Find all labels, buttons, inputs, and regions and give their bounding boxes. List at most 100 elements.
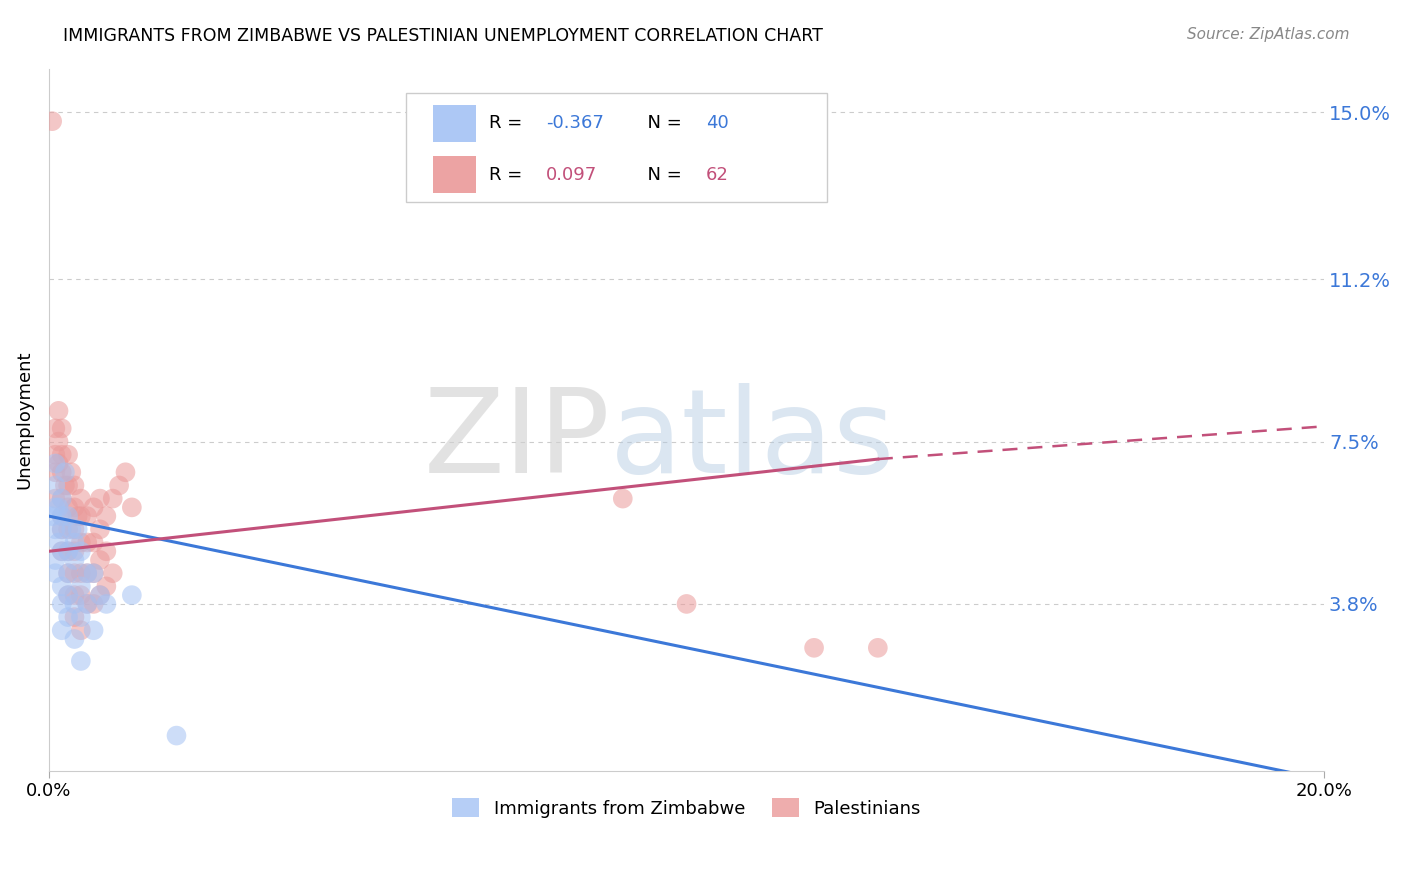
Point <box>83 500 105 515</box>
Point <box>51 544 73 558</box>
Point <box>56 588 79 602</box>
Point <box>56 544 79 558</box>
Point <box>63 535 86 549</box>
Point <box>51 491 73 506</box>
Text: atlas: atlas <box>610 384 896 498</box>
Point <box>51 624 73 638</box>
Text: N =: N = <box>636 114 688 132</box>
Point <box>56 566 79 581</box>
Point <box>48 434 70 449</box>
Point <box>866 640 889 655</box>
Point <box>89 553 111 567</box>
Y-axis label: Unemployment: Unemployment <box>15 351 32 489</box>
Point <box>56 500 79 515</box>
Point <box>41 114 63 128</box>
Point <box>121 500 143 515</box>
Point <box>83 597 105 611</box>
Point <box>44 522 66 536</box>
Point <box>89 522 111 536</box>
Point <box>56 544 79 558</box>
Point <box>48 500 70 515</box>
Point <box>51 597 73 611</box>
Text: ZIP: ZIP <box>423 384 610 498</box>
Point <box>114 465 136 479</box>
Point <box>83 624 105 638</box>
Point <box>83 535 105 549</box>
Point <box>89 491 111 506</box>
Point <box>101 566 124 581</box>
Point <box>108 478 131 492</box>
Point <box>56 610 79 624</box>
Point <box>89 588 111 602</box>
Point <box>53 478 76 492</box>
Text: R =: R = <box>489 114 534 132</box>
FancyBboxPatch shape <box>433 105 477 142</box>
Text: Source: ZipAtlas.com: Source: ZipAtlas.com <box>1187 27 1350 42</box>
Point <box>101 491 124 506</box>
Point <box>76 535 98 549</box>
Text: 0.097: 0.097 <box>547 166 598 184</box>
Point <box>56 566 79 581</box>
Point <box>166 729 188 743</box>
FancyBboxPatch shape <box>433 156 477 193</box>
Point <box>56 588 79 602</box>
Point <box>51 579 73 593</box>
Point <box>63 632 86 646</box>
Point <box>76 597 98 611</box>
Point <box>121 588 143 602</box>
Point <box>51 522 73 536</box>
Point <box>63 588 86 602</box>
Point <box>66 509 89 524</box>
Text: R =: R = <box>489 166 534 184</box>
Point <box>63 544 86 558</box>
Point <box>63 597 86 611</box>
Point <box>612 491 634 506</box>
Point <box>44 465 66 479</box>
Point <box>48 535 70 549</box>
Point <box>51 544 73 558</box>
Point <box>70 588 93 602</box>
Point <box>44 421 66 435</box>
Point <box>70 491 93 506</box>
Point <box>51 491 73 506</box>
Point <box>56 509 79 524</box>
Point <box>56 448 79 462</box>
Point <box>44 566 66 581</box>
Text: 62: 62 <box>706 166 728 184</box>
Text: IMMIGRANTS FROM ZIMBABWE VS PALESTINIAN UNEMPLOYMENT CORRELATION CHART: IMMIGRANTS FROM ZIMBABWE VS PALESTINIAN … <box>63 27 823 45</box>
Point <box>70 535 93 549</box>
Point <box>70 509 93 524</box>
Point <box>63 478 86 492</box>
Point <box>53 465 76 479</box>
Legend: Immigrants from Zimbabwe, Palestinians: Immigrants from Zimbabwe, Palestinians <box>444 791 928 825</box>
Point <box>76 597 98 611</box>
Point <box>70 610 93 624</box>
Point <box>60 465 83 479</box>
Point <box>48 404 70 418</box>
Point <box>89 588 111 602</box>
Point <box>70 654 93 668</box>
Point <box>44 491 66 506</box>
Point <box>44 553 66 567</box>
Point <box>63 610 86 624</box>
Point <box>76 509 98 524</box>
Point <box>70 544 93 558</box>
Point <box>51 465 73 479</box>
Point <box>76 566 98 581</box>
Point <box>63 500 86 515</box>
FancyBboxPatch shape <box>406 93 827 202</box>
Point <box>70 624 93 638</box>
Point <box>70 566 93 581</box>
Point <box>56 522 79 536</box>
Point <box>63 522 86 536</box>
Point <box>51 448 73 462</box>
Text: N =: N = <box>636 166 688 184</box>
Point <box>44 500 66 515</box>
Point <box>66 522 89 536</box>
Text: -0.367: -0.367 <box>547 114 605 132</box>
Point <box>44 478 66 492</box>
Point <box>83 566 105 581</box>
Text: 40: 40 <box>706 114 728 132</box>
Point <box>48 457 70 471</box>
Point <box>803 640 825 655</box>
